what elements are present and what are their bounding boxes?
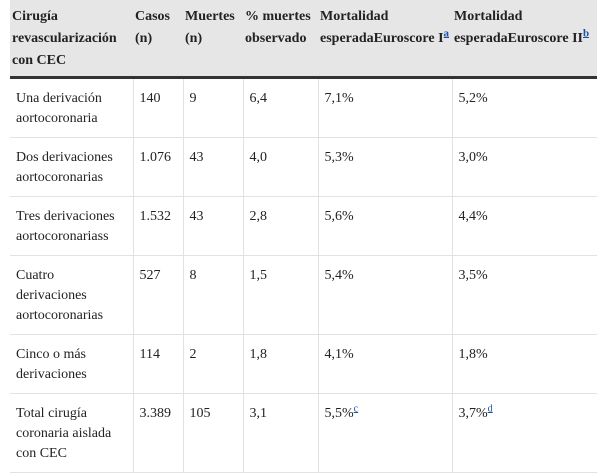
cell-text: 4,0 — [249, 150, 268, 165]
table-cell: Cinco o más derivaciones — [10, 334, 134, 394]
cell-text: 1.532 — [139, 209, 172, 224]
table-cell: Una derivación aortocoronaria — [10, 77, 134, 138]
table-row: Cuatro derivaciones aortocoronarias 527 8 1… — [10, 255, 597, 335]
cell-text: 43 — [189, 150, 204, 165]
header-cell: Muertes (n) — [183, 0, 243, 79]
cell-text: 8 — [189, 268, 197, 283]
page: Cirugía revascularización con CEC Casos (… — [10, 0, 597, 473]
table-cell: 3,1 — [242, 393, 319, 473]
table-row: Tres derivaciones aortocoronariass 1.532 4… — [10, 196, 597, 256]
table-cell: 5,4% — [317, 255, 453, 335]
table-cell: 1.076 — [132, 137, 184, 197]
header-row: Cirugía revascularización con CEC Casos (… — [10, 0, 597, 79]
table-cell: 43 — [182, 196, 244, 256]
header-cell: Casos (n) — [133, 0, 183, 79]
cell-text: 7,1% — [324, 91, 354, 106]
cell-text: 6,4 — [249, 91, 268, 106]
table-cell: 5,3% — [317, 137, 453, 197]
footnote-link[interactable]: a — [443, 27, 450, 40]
cell-text: 5,3% — [324, 150, 354, 165]
cell-text: % muertes observado — [245, 9, 311, 46]
cell-text: 5,4% — [324, 268, 354, 283]
cell-text: Dos derivaciones aortocoronarias — [16, 150, 113, 185]
cell-text: 43 — [189, 209, 204, 224]
cell-text: 4,4% — [458, 209, 488, 224]
table-cell: 527 — [132, 255, 184, 335]
table-cell: 9 — [182, 77, 244, 138]
table-row: Cinco o más derivaciones 114 2 1,8 4,1% 1,8% — [10, 334, 597, 394]
table-cell: 4,0 — [242, 137, 319, 197]
table-cell: 105 — [182, 393, 244, 473]
cell-text: Total cirugía coronaria aislada con CEC — [16, 406, 112, 461]
cell-text: Cirugía revascularización con CEC — [12, 9, 117, 68]
table-cell: 3,7%d — [451, 393, 597, 473]
cell-text: 5,6% — [324, 209, 354, 224]
cell-text: 114 — [139, 347, 160, 362]
cell-text: 3,1 — [249, 406, 268, 421]
cell-text: 527 — [139, 268, 161, 283]
cell-text: 1.076 — [139, 150, 172, 165]
table-cell: 3.389 — [132, 393, 184, 473]
table-cell: 1,8% — [451, 334, 597, 394]
cell-text: 1,8 — [249, 347, 268, 362]
cell-text: 2,8 — [249, 209, 268, 224]
cell-text: Casos (n) — [135, 9, 171, 46]
table-cell: 2,8 — [242, 196, 319, 256]
cell-text: 3.389 — [139, 406, 172, 421]
table-cell: 8 — [182, 255, 244, 335]
table-cell: 2 — [182, 334, 244, 394]
footnote-link[interactable]: b — [582, 27, 590, 40]
data-table: Cirugía revascularización con CEC Casos (… — [10, 0, 597, 473]
cell-text: 5,2% — [458, 91, 488, 106]
cell-text: 3,7% — [458, 406, 488, 421]
cell-text: 4,1% — [324, 347, 354, 362]
header-cell: % muertes observado — [243, 0, 318, 79]
cell-text: 1,8% — [458, 347, 488, 362]
table-cell: 1,5 — [242, 255, 319, 335]
table-cell: Cuatro derivaciones aortocoronarias — [10, 255, 134, 335]
table-header: Cirugía revascularización con CEC Casos (… — [10, 0, 597, 79]
table-cell: Dos derivaciones aortocoronarias — [10, 137, 134, 197]
table-cell: 5,5%c — [317, 393, 453, 473]
table-row: Dos derivaciones aortocoronarias 1.076 43 4… — [10, 137, 597, 197]
table-cell: 3,0% — [451, 137, 597, 197]
table-cell: 114 — [132, 334, 184, 394]
header-cell: Cirugía revascularización con CEC — [10, 0, 133, 79]
cell-text: Tres derivaciones aortocoronariass — [16, 209, 115, 244]
table-cell: 1.532 — [132, 196, 184, 256]
cell-text: 1,5 — [249, 268, 268, 283]
cell-text: Cuatro derivaciones aortocoronarias — [16, 268, 104, 323]
table-cell: 5,6% — [317, 196, 453, 256]
table-cell: 4,4% — [451, 196, 597, 256]
table-cell: 43 — [182, 137, 244, 197]
table-cell: 7,1% — [317, 77, 453, 138]
table-row: Una derivación aortocoronaria 140 9 6,4 7,1%… — [10, 77, 597, 138]
table-cell: 6,4 — [242, 77, 319, 138]
cell-text: Una derivación aortocoronaria — [16, 91, 102, 126]
cell-text: Muertes (n) — [185, 9, 235, 46]
table-cell: Total cirugía coronaria aislada con CEC — [10, 393, 134, 473]
cell-text: 2 — [189, 347, 197, 362]
table-cell: 140 — [132, 77, 184, 138]
cell-text: 140 — [139, 91, 161, 106]
table-cell: 3,5% — [451, 255, 597, 335]
header-cell: Mortalidad esperadaEuroscore Ia — [318, 0, 452, 79]
table-cell: 4,1% — [317, 334, 453, 394]
table-body: Una derivación aortocoronaria 140 9 6,4 7,1%… — [10, 77, 597, 473]
cell-text: 3,5% — [458, 268, 488, 283]
table-cell: 1,8 — [242, 334, 319, 394]
cell-text: 3,0% — [458, 150, 488, 165]
footnote-link[interactable]: c — [353, 403, 359, 415]
cell-text: Cinco o más derivaciones — [16, 347, 87, 382]
table-row: Total cirugía coronaria aislada con CEC 3… — [10, 393, 597, 473]
table-cell: Tres derivaciones aortocoronariass — [10, 196, 134, 256]
header-cell: Mortalidad esperadaEuroscore IIb — [452, 0, 597, 79]
cell-text: 105 — [189, 406, 211, 421]
cell-text: 9 — [189, 91, 197, 106]
cell-text: 5,5% — [324, 406, 354, 421]
footnote-link[interactable]: d — [487, 403, 493, 415]
cell-text: Mortalidad esperadaEuroscore I — [320, 9, 444, 46]
table-cell: 5,2% — [451, 77, 597, 138]
cell-text: Mortalidad esperadaEuroscore II — [454, 9, 583, 46]
